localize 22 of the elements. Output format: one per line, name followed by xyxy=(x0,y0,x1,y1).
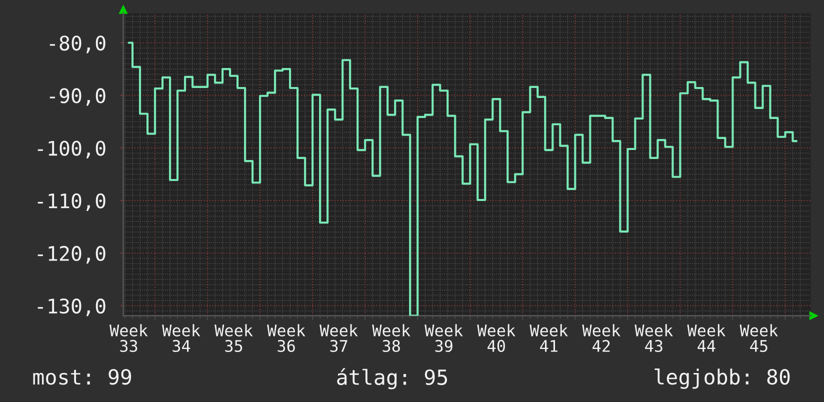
x-tick-label: Week 34 xyxy=(162,324,200,352)
y-tick-label: -80,0 xyxy=(50,36,106,54)
x-tick-label: Week 35 xyxy=(214,324,253,352)
text: átlag: 95 xyxy=(337,368,447,390)
y-tick-label: -110,0 xyxy=(38,193,106,211)
y-tick-label: -90,0 xyxy=(50,88,106,106)
y-tick-label: -130,0 xyxy=(38,298,106,316)
x-tick-label: Week 40 xyxy=(477,324,516,352)
x-tick-label: Week 41 xyxy=(530,324,568,352)
x-tick-label: Week 43 xyxy=(634,324,673,352)
x-tick-label: Week 39 xyxy=(424,324,463,352)
x-tick-label: Week 42 xyxy=(582,324,620,352)
text: most: 99 xyxy=(33,369,132,385)
text: legjobb: 80 xyxy=(654,368,790,389)
x-tick-label: Week 36 xyxy=(267,324,306,352)
x-tick-label: Week 33 xyxy=(110,324,148,352)
y-tick-label: -100,0 xyxy=(38,140,106,158)
x-tick-label: Week 44 xyxy=(687,324,726,352)
x-tick-label: Week 45 xyxy=(740,324,778,352)
x-tick-label: Week 37 xyxy=(320,324,358,352)
y-tick-label: -120,0 xyxy=(38,246,106,264)
x-tick-label: Week 38 xyxy=(372,324,410,352)
